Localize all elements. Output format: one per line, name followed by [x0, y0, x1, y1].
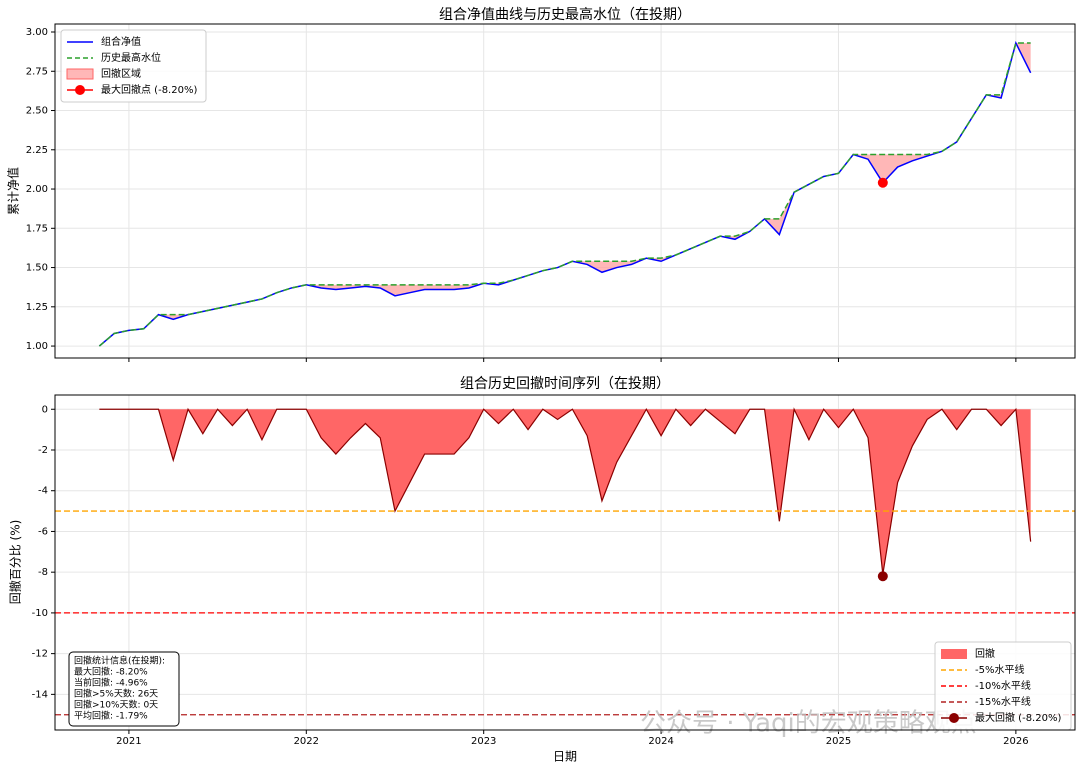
legend-text: 历史最高水位 — [101, 51, 161, 64]
stats-line: 回撤统计信息(在投期): — [74, 655, 165, 667]
bottom-title: 组合历史回撤时间序列（在投期） — [460, 376, 670, 392]
top-title: 组合净值曲线与历史最高水位（在投期） — [439, 6, 691, 23]
x-tick-label: 2023 — [471, 736, 496, 747]
watermark: 公众号 · Yaqi的宏观策略观点 — [640, 709, 977, 739]
y-tick-label: 2.50 — [26, 106, 48, 117]
legend-text: 回撤 — [975, 647, 995, 660]
legend-text: -15%水平线 — [975, 695, 1031, 708]
legend-text: 最大回撤 (-8.20%) — [975, 711, 1061, 724]
x-tick-label: 2025 — [826, 736, 851, 747]
top-y-label: 累计净值 — [6, 167, 21, 215]
legend-text: 组合净值 — [101, 35, 141, 48]
legend-text: -5%水平线 — [975, 663, 1024, 676]
legend-dot — [949, 713, 959, 723]
y-tick-label: -14 — [32, 689, 48, 700]
bottom-y-label: 回撤百分比 (%) — [8, 520, 23, 605]
stats-line: 回撤>5%天数: 26天 — [74, 688, 158, 700]
stats-line: 最大回撤: -8.20% — [74, 666, 148, 678]
y-tick-label: 0 — [42, 404, 48, 415]
y-tick-label: 2.25 — [26, 145, 48, 156]
legend-patch — [66, 68, 94, 80]
y-tick-label: -10 — [32, 608, 48, 619]
y-tick-label: 2.75 — [26, 66, 48, 77]
y-tick-label: 1.75 — [26, 223, 48, 234]
legend-text: -10%水平线 — [975, 679, 1031, 692]
y-tick-label: -4 — [38, 486, 48, 497]
y-tick-label: -12 — [32, 649, 48, 660]
x-label: 日期 — [553, 750, 577, 764]
legend-patch — [941, 649, 967, 659]
y-tick-label: 3.00 — [26, 27, 48, 38]
legend-box — [60, 29, 207, 103]
stats-box — [68, 651, 180, 727]
y-tick-label: 2.00 — [26, 184, 48, 195]
y-tick-label: 1.25 — [26, 302, 48, 313]
x-tick-label: 2022 — [294, 736, 319, 747]
y-tick-label: 1.50 — [26, 263, 48, 274]
axes-frame — [54, 394, 1076, 731]
max-drawdown-point — [877, 571, 888, 582]
x-tick-label: 2021 — [116, 736, 141, 747]
axes-frame — [54, 23, 1076, 359]
y-tick-label: -2 — [38, 445, 48, 456]
stats-line: 平均回撤: -1.79% — [74, 710, 148, 722]
stats-line: 当前回撤: -4.96% — [74, 677, 148, 689]
x-tick-label: 2026 — [1003, 736, 1028, 747]
x-tick-label: 2024 — [648, 736, 673, 747]
series-line — [98, 42, 1031, 347]
y-tick-label: -6 — [38, 526, 48, 537]
max-drawdown-point — [877, 177, 888, 188]
y-tick-label: 1.00 — [26, 341, 48, 352]
y-tick-label: -8 — [38, 567, 48, 578]
legend-dot — [75, 85, 85, 95]
drawdown-edge — [99, 407, 1032, 575]
stats-line: 回撤>10%天数: 0天 — [74, 699, 158, 711]
legend-text: 最大回撤点 (-8.20%) — [101, 83, 197, 96]
legend-text: 回撤区域 — [101, 67, 141, 80]
